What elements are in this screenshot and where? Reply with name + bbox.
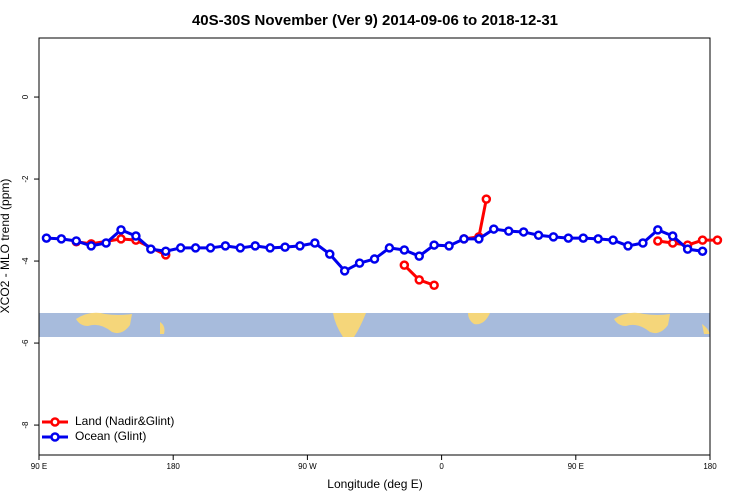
y-axis-label: XCO2 - MLO trend (ppm) [0,179,12,314]
data-point [131,231,141,241]
legend: Land (Nadir&Glint)Ocean (Glint) [42,414,174,443]
data-point [444,241,454,251]
x-tick-label: 90 E [568,462,584,471]
data-point [101,238,111,248]
plot-frame [38,37,711,456]
data-point [518,227,529,237]
data-point [146,244,156,254]
data-point [265,243,275,253]
data-point [623,241,633,251]
data-point [399,260,410,270]
data-point [190,243,201,253]
data-point [548,232,559,242]
data-point [682,244,693,254]
x-tick-label: 180 [703,462,717,471]
y-tick-label: -6 [21,339,30,347]
y-tick-label: -4 [21,257,30,265]
y-tick-label: -2 [21,175,30,183]
legend-label: Land (Nadir&Glint) [75,414,174,428]
data-point [429,280,439,290]
data-point [414,275,424,285]
data-point [56,234,67,244]
data-point [116,234,126,244]
data-point [295,241,305,251]
data-point [667,231,678,241]
data-point [250,241,260,251]
legend-marker [50,432,60,442]
x-tick-label: 0 [439,462,444,471]
data-point [354,258,365,268]
data-point [489,224,499,234]
data-point [325,249,335,259]
data-point [384,243,395,253]
data-point [697,246,708,256]
data-point [339,266,350,276]
x-tick-label: 90 W [298,462,317,471]
data-point [220,241,231,251]
data-point [235,243,246,253]
data-point [653,225,663,235]
data-point [638,238,648,248]
x-axis-label: Longitude (deg E) [327,477,422,491]
map-strip [39,312,710,337]
y-tick-label: -8 [21,421,30,429]
data-point [653,236,663,246]
data-point [414,251,424,261]
legend-label: Ocean (Glint) [75,429,146,443]
data-point [205,243,216,253]
data-point [71,236,82,246]
data-point [697,235,708,245]
data-point [86,241,96,251]
y-tick-label: 0 [21,94,30,99]
data-point [429,240,439,250]
data-point [608,235,618,245]
data-point [563,233,574,243]
data-point [481,194,492,204]
chart-title: 40S-30S November (Ver 9) 2014-09-06 to 2… [192,12,558,29]
series-line [46,227,703,273]
data-point [578,233,589,243]
data-point [310,238,320,248]
data-point [116,225,126,235]
data-point [160,246,171,256]
data-point [280,242,290,252]
data-point [41,233,52,243]
legend-marker [50,417,60,427]
data-point [175,243,186,253]
data-point [712,235,723,245]
data-point [369,254,380,264]
series-line [463,198,488,241]
x-tick-label: 180 [167,462,181,471]
data-point [593,234,603,244]
data-point [533,230,544,240]
data-point [459,234,469,244]
data-point [503,226,514,236]
x-tick-label: 90 E [31,462,47,471]
data-point [474,234,484,244]
data-point [399,245,410,255]
